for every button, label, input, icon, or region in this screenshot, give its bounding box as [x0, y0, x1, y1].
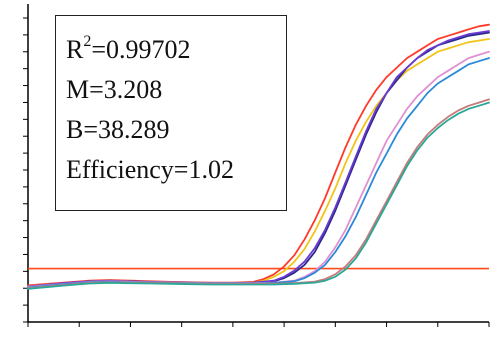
r-squared-line: R2=0.99702 [66, 30, 286, 70]
slope-line: M=3.208 [66, 75, 163, 104]
r-squared-value: =0.99702 [91, 35, 191, 64]
r-squared-exponent: 2 [83, 33, 92, 50]
r-squared-base: R [66, 35, 84, 64]
intercept-line: B=38.289 [66, 115, 170, 144]
series-layer [27, 23, 490, 290]
amplification-curve-8 [27, 101, 490, 290]
efficiency-line: Efficiency=1.02 [66, 155, 234, 184]
regression-stats-box: R2=0.99702 M=3.208 B=38.289 Efficiency=1… [55, 15, 287, 211]
